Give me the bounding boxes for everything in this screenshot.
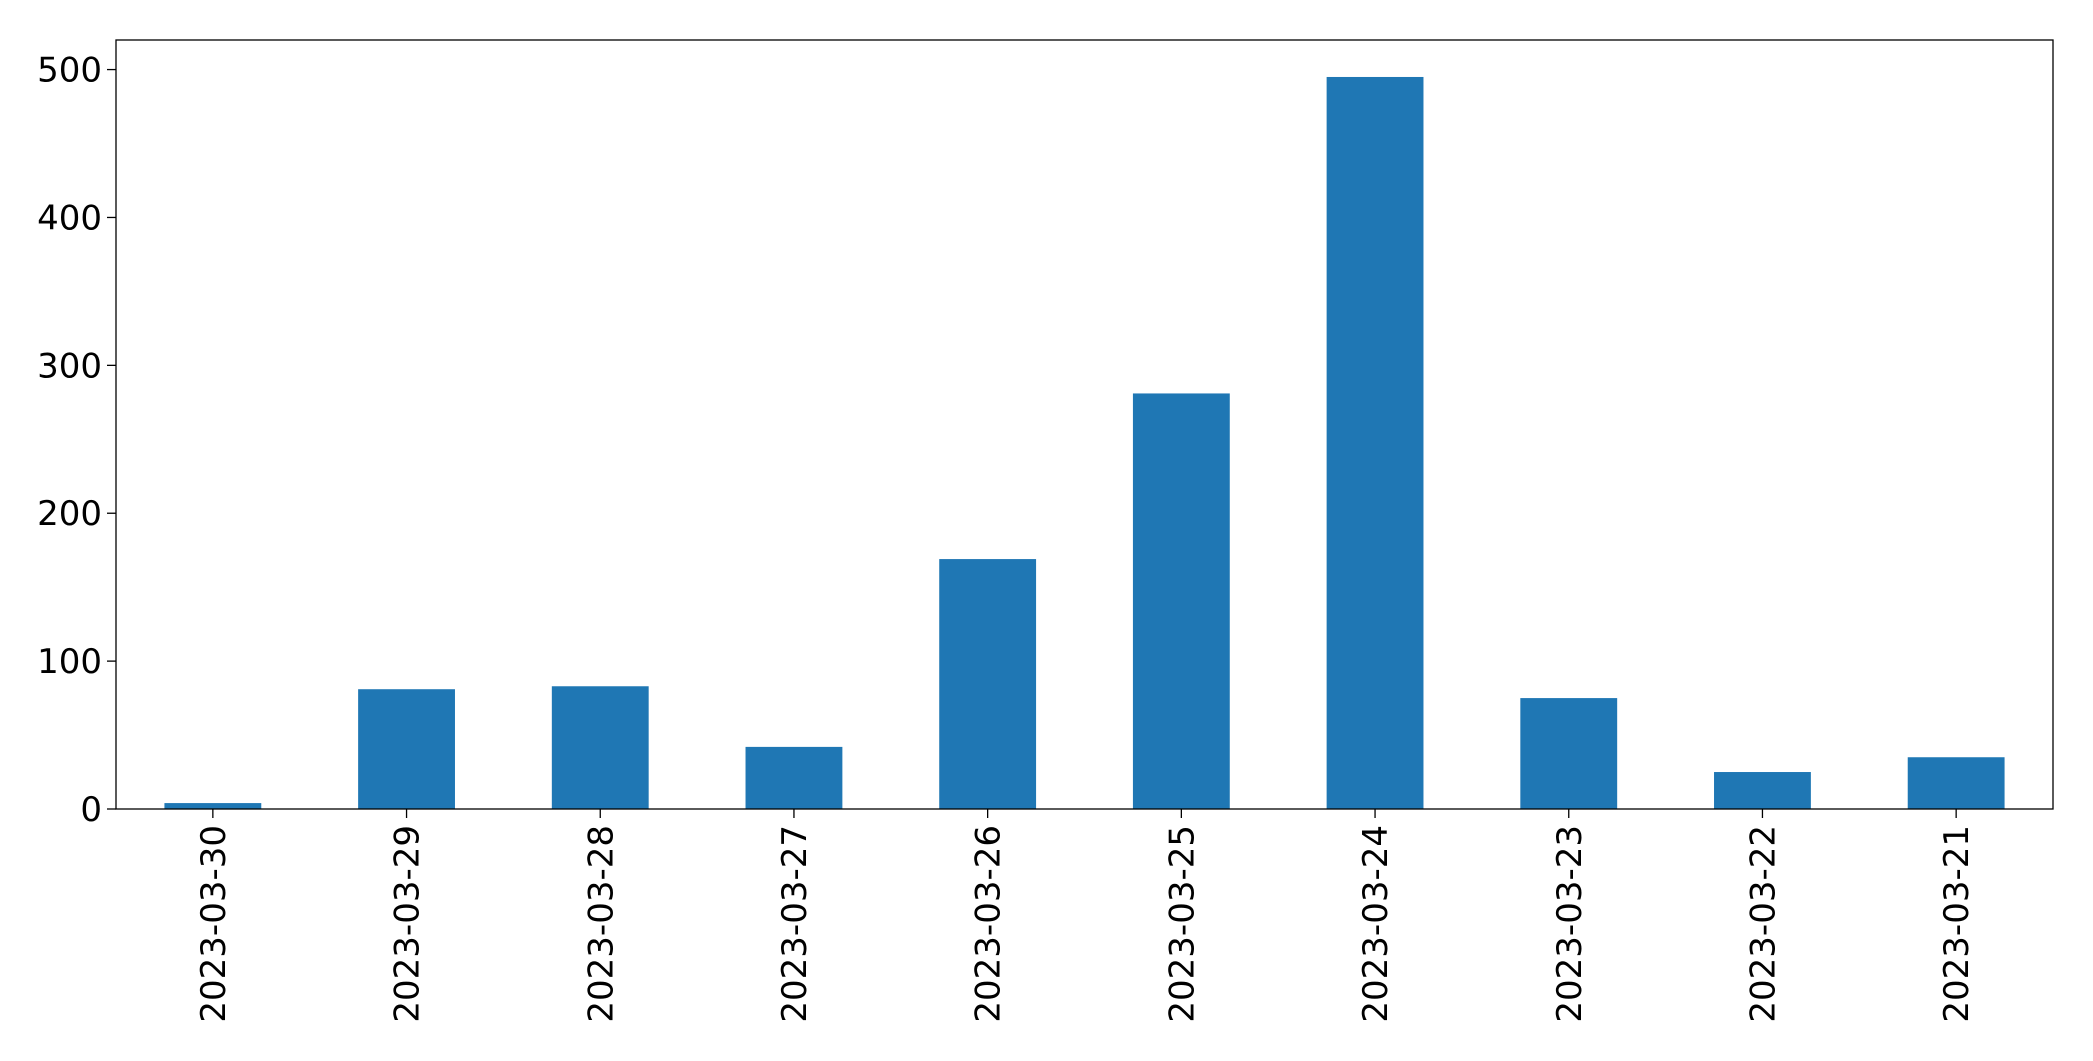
y-tick-label: 300 bbox=[37, 346, 102, 386]
bar bbox=[358, 689, 455, 809]
y-tick-label: 200 bbox=[37, 494, 102, 534]
y-tick-label: 400 bbox=[37, 198, 102, 238]
x-tick-label: 2023-03-22 bbox=[1743, 825, 1783, 1023]
x-tick-label: 2023-03-21 bbox=[1937, 825, 1977, 1023]
y-tick-label: 500 bbox=[37, 51, 102, 91]
bar bbox=[1520, 698, 1618, 809]
y-tick-label: 0 bbox=[80, 790, 102, 830]
x-tick-label: 2023-03-26 bbox=[969, 825, 1009, 1023]
bar bbox=[1907, 757, 2005, 809]
bar bbox=[551, 686, 649, 809]
y-tick-label: 100 bbox=[37, 642, 102, 682]
bar bbox=[939, 559, 1037, 809]
bar bbox=[164, 803, 262, 809]
bar bbox=[745, 746, 843, 809]
x-tick-label: 2023-03-29 bbox=[388, 825, 428, 1023]
x-tick-label: 2023-03-25 bbox=[1162, 825, 1202, 1023]
bar bbox=[1714, 772, 1811, 809]
x-tick-label: 2023-03-24 bbox=[1356, 825, 1396, 1023]
plot-frame bbox=[115, 39, 2054, 810]
bar bbox=[1326, 76, 1424, 810]
bar bbox=[1132, 393, 1230, 809]
x-tick-label: 2023-03-23 bbox=[1550, 825, 1590, 1023]
x-tick-label: 2023-03-28 bbox=[581, 825, 621, 1023]
x-tick-label: 2023-03-30 bbox=[194, 825, 234, 1023]
x-tick-label: 2023-03-27 bbox=[775, 825, 815, 1023]
